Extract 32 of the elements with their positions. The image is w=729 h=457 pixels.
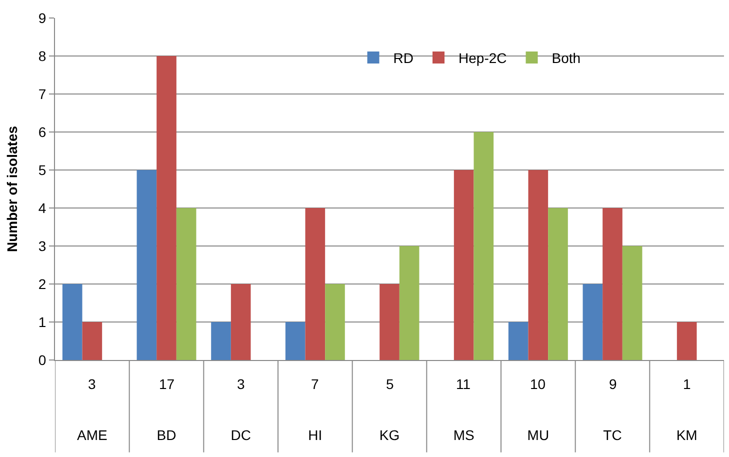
total-label: 1 xyxy=(683,376,691,392)
x-tick-label: MS xyxy=(453,426,474,443)
x-tick-label: BD xyxy=(156,426,176,443)
y-axis-title: Number of isolates xyxy=(4,126,20,252)
legend-label: Hep-2C xyxy=(458,50,507,66)
total-label: 3 xyxy=(237,376,245,392)
total-label: 9 xyxy=(609,376,617,392)
y-tick-label: 6 xyxy=(38,124,46,140)
y-tick-label: 9 xyxy=(38,10,46,26)
legend-label: Both xyxy=(552,50,581,66)
y-tick-label: 2 xyxy=(38,276,46,292)
y-tick-label: 5 xyxy=(38,162,46,178)
y-tick-label: 1 xyxy=(38,314,46,330)
total-label: 10 xyxy=(530,376,546,392)
total-label: 17 xyxy=(159,376,175,392)
x-tick-label: KG xyxy=(379,426,400,443)
total-label: 3 xyxy=(88,376,96,392)
x-tick-label: KM xyxy=(676,426,698,443)
y-tick-label: 0 xyxy=(38,352,46,368)
x-tick-label: AME xyxy=(77,426,108,443)
y-tick-label: 3 xyxy=(38,238,46,254)
y-tick-label: 7 xyxy=(38,86,46,102)
x-tick-label: HI xyxy=(308,426,322,443)
total-label: 7 xyxy=(311,376,319,392)
x-tick-label: MU xyxy=(527,426,550,443)
legend-label: RD xyxy=(393,50,414,66)
y-tick-label: 8 xyxy=(38,48,46,64)
x-tick-label: DC xyxy=(230,426,251,443)
x-tick-label: TC xyxy=(603,426,622,443)
y-tick-label: 4 xyxy=(38,200,46,216)
total-label: 11 xyxy=(456,376,471,392)
total-label: 5 xyxy=(386,376,394,392)
